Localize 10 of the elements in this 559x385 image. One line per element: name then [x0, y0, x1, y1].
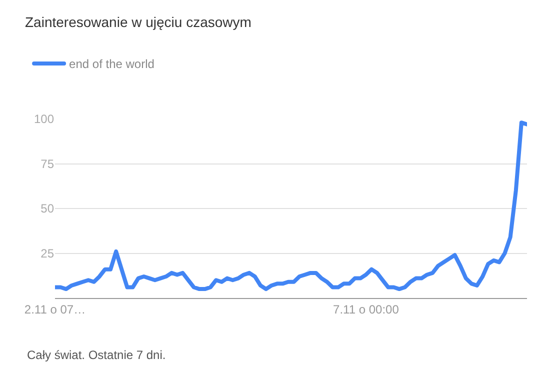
chart-title: Zainteresowanie w ujęciu czasowym	[25, 14, 252, 30]
legend-label: end of the world	[69, 57, 154, 72]
y-tick-label: 25	[40, 246, 54, 260]
line-series	[55, 120, 527, 292]
text: Cały świat. Ostatnie 7 dni.	[27, 348, 166, 362]
x-tick-label: 2.11 o 07…	[24, 302, 86, 316]
y-tick-label: 100	[34, 112, 54, 126]
y-tick-label: 50	[40, 202, 54, 216]
y-tick-label: 75	[40, 156, 54, 171]
x-tick-label: 7.11 o 00:00	[333, 302, 400, 316]
